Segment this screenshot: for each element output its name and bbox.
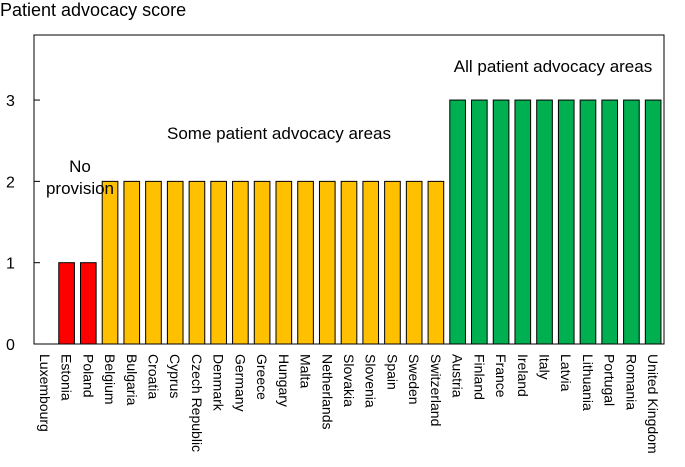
x-tick-label: Latvia bbox=[558, 354, 574, 392]
x-tick-label: Slovakia bbox=[341, 354, 357, 407]
annotation-all-areas: All patient advocacy areas bbox=[454, 57, 652, 76]
x-tick-label: Italy bbox=[537, 354, 553, 380]
x-tick-label: Spain bbox=[384, 354, 400, 390]
x-tick-label: Finland bbox=[471, 354, 487, 400]
y-axis-label: Patient advocacy score bbox=[0, 0, 186, 20]
x-axis-labels: Luxembourg Estonia Poland Belgium Bulgaria Cr… bbox=[37, 354, 661, 454]
bar-sweden bbox=[405, 180, 423, 345]
y-tick-label: 3 bbox=[6, 93, 15, 110]
bar-austria bbox=[449, 99, 466, 345]
x-tick-label: Cyprus bbox=[167, 354, 183, 398]
annotation-some-areas: Some patient advocacy areas bbox=[167, 124, 391, 143]
bar-slovakia bbox=[340, 180, 358, 345]
bar-italy bbox=[536, 99, 553, 345]
x-tick-label: Lithuania bbox=[580, 354, 596, 411]
bar-lithuania bbox=[579, 99, 597, 345]
bar-belgium bbox=[101, 180, 119, 345]
x-tick-label: Estonia bbox=[59, 354, 75, 401]
bar-united-kingdom bbox=[644, 99, 662, 345]
x-tick-label: France bbox=[493, 354, 509, 398]
x-tick-label: Romania bbox=[623, 354, 639, 410]
x-tick-label: Sweden bbox=[406, 354, 422, 405]
bar-denmark bbox=[210, 180, 227, 345]
bar-poland bbox=[79, 262, 97, 345]
bar-switzerland bbox=[427, 180, 445, 345]
x-tick-label: Luxembourg bbox=[37, 354, 53, 432]
bar-netherlands bbox=[318, 180, 336, 345]
x-tick-label: Malta bbox=[298, 354, 314, 388]
x-tick-label: Germany bbox=[232, 354, 248, 412]
bar-slovenia bbox=[362, 180, 380, 345]
y-tick-label: 0 bbox=[6, 337, 15, 354]
y-tick-label: 2 bbox=[6, 174, 15, 191]
x-tick-label: Hungary bbox=[276, 354, 292, 407]
bar-spain bbox=[384, 180, 401, 345]
x-tick-label: Austria bbox=[450, 354, 466, 398]
x-tick-label: Ireland bbox=[515, 354, 531, 397]
x-tick-label: Portugal bbox=[602, 354, 618, 406]
y-axis: 0 1 2 3 bbox=[6, 93, 40, 354]
x-tick-label: Czech Republic bbox=[189, 354, 205, 452]
bar-portugal bbox=[601, 99, 619, 345]
x-tick-label: Denmark bbox=[211, 354, 227, 412]
bar-france bbox=[492, 99, 510, 345]
bar-finland bbox=[471, 99, 488, 345]
x-tick-label: Poland bbox=[80, 354, 96, 398]
bar-bulgaria bbox=[123, 180, 141, 345]
x-tick-label: Belgium bbox=[102, 354, 118, 405]
x-tick-label: Switzerland bbox=[428, 354, 444, 426]
bar-estonia bbox=[58, 262, 75, 345]
bar-greece bbox=[253, 180, 271, 345]
bars bbox=[58, 99, 662, 345]
bar-cyprus bbox=[166, 180, 184, 345]
bar-hungary bbox=[275, 180, 293, 345]
y-tick-label: 1 bbox=[6, 256, 15, 273]
bar-romania bbox=[623, 99, 640, 345]
x-tick-label: Bulgaria bbox=[124, 354, 140, 406]
bar-ireland bbox=[514, 99, 532, 345]
x-tick-label: Netherlands bbox=[319, 354, 335, 430]
x-tick-label: Slovenia bbox=[363, 354, 379, 408]
bar-croatia bbox=[145, 180, 162, 345]
annotation-provision: provision bbox=[46, 179, 114, 198]
x-tick-label: Croatia bbox=[145, 354, 161, 399]
bar-latvia bbox=[557, 99, 575, 345]
bar-czech-republic bbox=[188, 180, 206, 345]
bar-malta bbox=[297, 180, 314, 345]
x-tick-label: United Kingdom bbox=[645, 354, 661, 454]
bar-germany bbox=[232, 180, 249, 345]
annotation-no: No bbox=[69, 157, 91, 176]
x-tick-label: Greece bbox=[254, 354, 270, 400]
